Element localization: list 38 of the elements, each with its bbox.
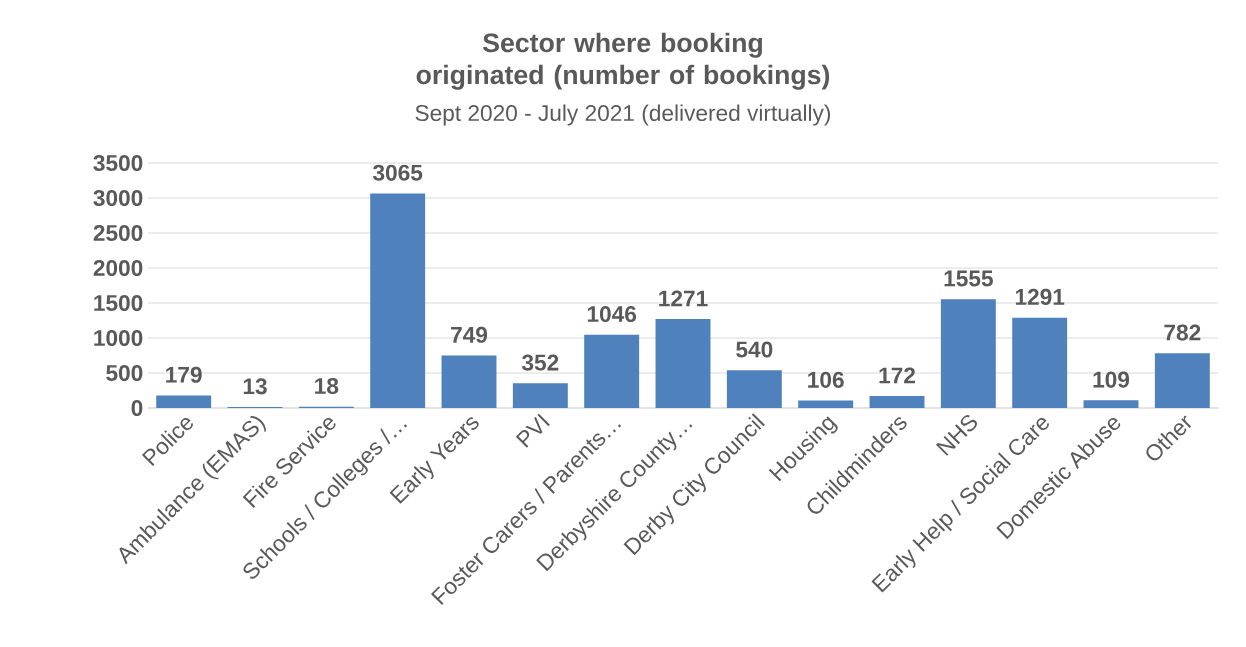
data-label: 540 xyxy=(736,341,773,358)
y-tick-label: 500 xyxy=(106,364,143,382)
chart-title: Sector where booking originated (number of bookings) xyxy=(416,32,830,90)
data-label: 1046 xyxy=(587,306,637,323)
bar xyxy=(940,299,996,408)
y-tick-label: 1500 xyxy=(94,294,143,312)
bar xyxy=(655,319,711,408)
data-label: 179 xyxy=(166,366,202,383)
y-tick-label: 3500 xyxy=(93,154,143,172)
bar xyxy=(584,334,640,408)
y-tick-label: 2000 xyxy=(93,259,143,277)
data-label: 172 xyxy=(879,367,915,384)
bar xyxy=(512,383,568,408)
y-tick-label: 0 xyxy=(131,399,143,417)
bar xyxy=(441,355,497,408)
y-tick-label: 1000 xyxy=(94,329,143,347)
data-label: 109 xyxy=(1093,371,1130,388)
bar xyxy=(370,193,426,408)
data-label: 1271 xyxy=(659,290,708,307)
data-label: 1555 xyxy=(944,270,993,287)
data-label: 3065 xyxy=(372,164,423,181)
chart-subtitle: Sept 2020 - July 2021 (delivered virtually) xyxy=(415,104,831,126)
data-label: 782 xyxy=(1164,324,1201,341)
data-label: 1291 xyxy=(1015,288,1065,305)
data-label: 13 xyxy=(243,378,267,395)
bar xyxy=(1012,317,1068,408)
y-tick-label: 3000 xyxy=(93,189,143,207)
data-label: 106 xyxy=(808,371,844,388)
data-label: 18 xyxy=(315,377,339,395)
data-label: 352 xyxy=(521,354,559,371)
y-tick-label: 2500 xyxy=(93,224,143,242)
bar xyxy=(726,370,782,408)
bar xyxy=(798,400,854,408)
bar xyxy=(1083,400,1139,408)
bar xyxy=(869,395,925,408)
bar xyxy=(156,395,212,408)
data-label: 749 xyxy=(451,326,488,343)
bar xyxy=(1154,353,1210,408)
